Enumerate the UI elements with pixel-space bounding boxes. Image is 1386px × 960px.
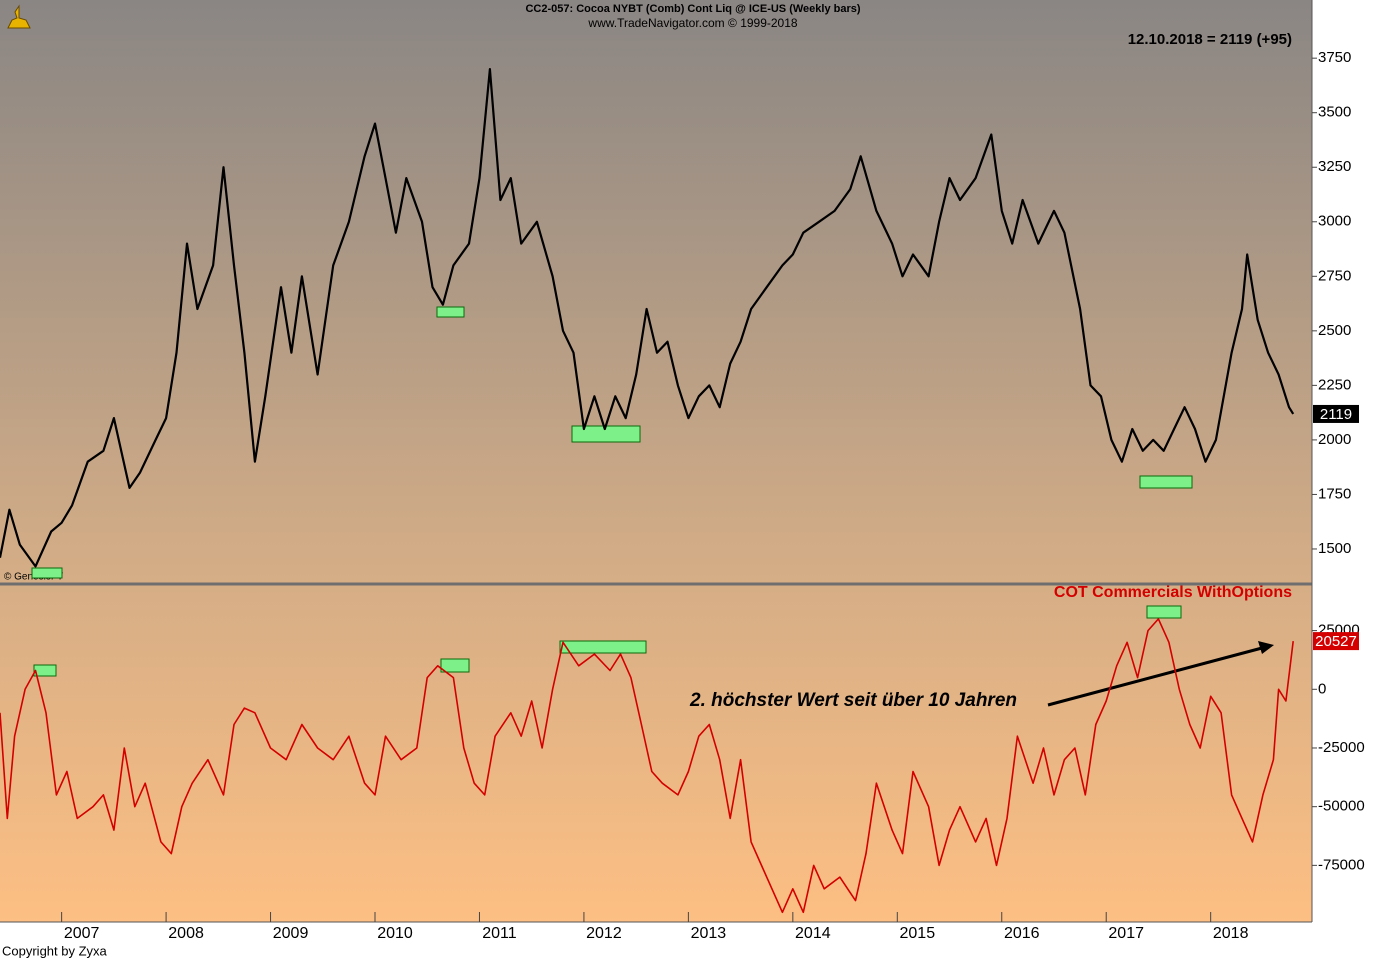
y-tick-label: 3000 [1318,213,1351,230]
footer: Copyright by Zyxa [2,943,108,958]
y-tick-label: 1750 [1318,485,1351,502]
highlight-box [436,306,465,318]
highlight-box [440,658,470,673]
chart-title: CC2-057: Cocoa NYBT (Comb) Cont Liq @ IC… [525,3,860,15]
plot-background [0,0,1312,922]
y-tick-label: 3250 [1318,158,1351,175]
x-tick-label: 2008 [168,925,204,942]
x-tick-label: 2018 [1213,925,1249,942]
highlight-box [31,567,63,579]
chart-subtitle: www.TradeNavigator.com © 1999-2018 [587,16,797,30]
highlight-box [559,640,647,654]
x-tick-label: 2014 [795,925,831,942]
y-tick-label: 2250 [1318,376,1351,393]
arrow-head [1258,641,1274,654]
last-value-tag [1313,404,1359,423]
highlight-box [33,664,57,677]
logo [7,4,31,29]
data-line [0,618,1294,914]
x-tick-label: 2015 [900,925,936,942]
x-tick-label: 2011 [482,925,517,942]
last-value-label: 20527 [1315,633,1357,650]
y-tick-label: 2500 [1318,322,1351,339]
x-tick-label: 2017 [1108,925,1144,942]
x-tick-label: 2010 [377,925,413,942]
x-tick-label: 2012 [586,925,622,942]
y-tick-label: 0 [1318,680,1326,697]
arrow-shaft [1047,646,1263,707]
x-tick-label: 2013 [691,925,727,942]
x-tick-label: 2016 [1004,925,1040,942]
annotation: 2. höchster Wert seit über 10 Jahren [689,690,1017,711]
y-tick-label: -25000 [1318,739,1365,756]
y-tick-label: -50000 [1318,798,1365,815]
last-value-tag [1313,632,1359,651]
y-tick-label: 2000 [1318,431,1351,448]
y-tick-label: 1500 [1318,540,1351,557]
y-tick-label: 3500 [1318,104,1351,121]
y-tick-label: 2750 [1318,267,1351,284]
y-tick-label: -75000 [1318,856,1365,873]
y-tick-label: 3750 [1318,49,1351,66]
x-tick-label: 2009 [273,925,309,942]
last-value-label: 2119 [1320,406,1352,423]
highlight-box [1146,605,1182,619]
legend-entry: COT Commercials WithOptions [1054,584,1292,601]
arrow [1047,641,1274,707]
x-tick-label: 2007 [64,925,100,942]
highlight-box [1139,475,1193,489]
last-price-note: 12.10.2018 = 2119 (+95) [1128,31,1292,48]
data-line [0,68,1295,568]
